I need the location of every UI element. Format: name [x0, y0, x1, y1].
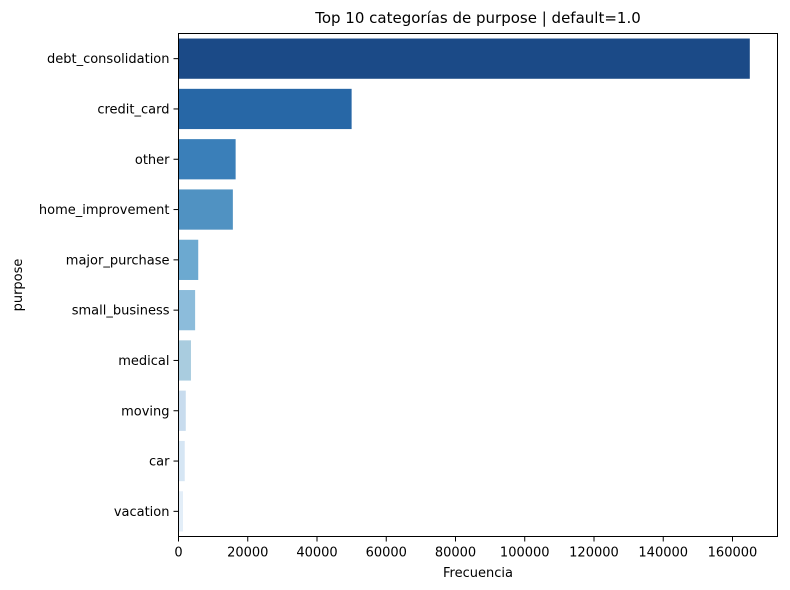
x-tick-label: 40000 — [296, 546, 337, 561]
y-tick-label: home_improvement — [39, 203, 170, 218]
chart-title: Top 10 categorías de purpose | default=1… — [314, 9, 641, 27]
x-tick-label: 80000 — [435, 546, 476, 561]
y-tick-label: major_purchase — [66, 253, 170, 268]
plot-frame — [178, 33, 778, 537]
y-tick-label: car — [149, 455, 170, 470]
y-tick-label: credit_card — [97, 102, 169, 117]
y-tick-label: moving — [121, 404, 169, 419]
y-axis-label: purpose — [11, 259, 26, 312]
bar-home-improvement — [178, 189, 233, 230]
y-tick-label: other — [135, 153, 170, 168]
x-tick-label: 120000 — [569, 546, 619, 561]
y-tick-label: vacation — [114, 505, 170, 520]
x-tick-label: 160000 — [708, 546, 758, 561]
x-tick-label: 100000 — [500, 546, 550, 561]
bar-debt-consolidation — [178, 38, 750, 79]
bar-moving — [178, 390, 186, 431]
x-tick-label: 20000 — [227, 546, 268, 561]
x-axis-label: Frecuencia — [443, 566, 513, 581]
bar-other — [178, 139, 236, 180]
y-tick-label: medical — [118, 354, 169, 369]
bar-major-purchase — [178, 239, 199, 280]
y-tick-label: debt_consolidation — [47, 52, 170, 67]
bar-medical — [178, 340, 191, 381]
bar-credit-card — [178, 88, 352, 130]
bar-vacation — [178, 491, 184, 532]
x-tick-label: 140000 — [638, 546, 688, 561]
bar-small-business — [178, 290, 196, 331]
bars-layer — [178, 38, 750, 532]
x-tick-label: 0 — [174, 546, 182, 561]
bar-car — [178, 440, 185, 482]
x-axis-ticks: 0 20000 40000 60000 80000 100000 120000 140000 1… — [174, 536, 758, 561]
x-tick-label: 60000 — [366, 546, 407, 561]
y-tick-label: small_business — [72, 304, 170, 319]
